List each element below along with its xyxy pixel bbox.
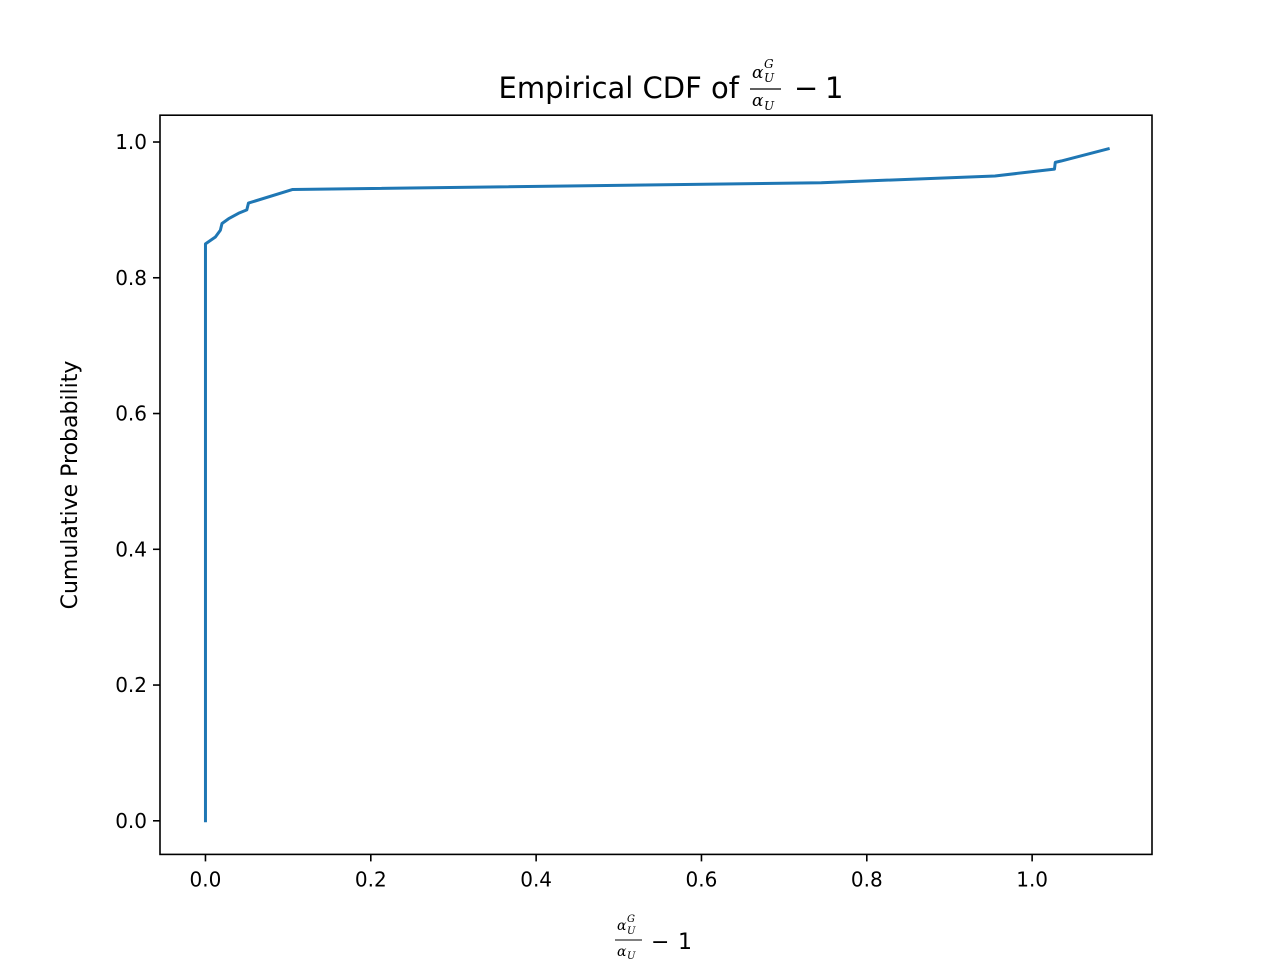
y-tick-label: 0.2	[115, 673, 147, 697]
x-axis-ticks: 0.0 0.2 0.4 0.6 0.8 1.0	[190, 854, 1048, 891]
x-tick-label: 1.0	[1016, 867, 1048, 891]
title-minus: −	[794, 71, 818, 105]
title-one: 1	[825, 71, 843, 105]
x-tick-label: 0.4	[520, 867, 552, 891]
x-label-numerator-base: α	[617, 918, 627, 934]
title-fraction-denominator-base: α	[752, 91, 764, 111]
title-fraction-numerator-subscript: U	[764, 71, 775, 85]
title-fraction-denominator-subscript: U	[764, 99, 775, 113]
x-label-denominator-base: α	[617, 944, 627, 960]
series-layer	[203, 146, 1111, 823]
y-tick-label: 0.8	[115, 266, 147, 290]
x-label-numerator-superscript: G	[627, 914, 635, 925]
x-label-denominator-subscript: U	[627, 951, 636, 960]
chart-title: Empirical CDF of α G U α U − 1	[499, 57, 844, 113]
title-fraction-numerator-base: α	[752, 63, 764, 83]
x-label-one: 1	[678, 930, 692, 955]
title-math-fraction: α G U α U	[750, 57, 781, 113]
chart-title-text: Empirical CDF of	[499, 71, 740, 105]
x-tick-label: 0.8	[851, 867, 883, 891]
y-tick-label: 1.0	[115, 130, 147, 154]
y-axis-label: Cumulative Probability	[58, 361, 83, 610]
y-tick-label: 0.6	[115, 402, 147, 426]
y-tick-label: 0.4	[115, 537, 147, 561]
plot-area-frame	[159, 114, 1153, 856]
x-axis-label: α G U α U − 1	[615, 914, 692, 960]
y-tick-label: 0.0	[115, 809, 147, 833]
x-label-minus: −	[651, 930, 669, 955]
cdf-series-line	[203, 146, 1111, 823]
x-tick-label: 0.0	[190, 867, 222, 891]
x-tick-label: 0.6	[686, 867, 718, 891]
x-label-numerator-subscript: U	[627, 926, 636, 937]
x-tick-label: 0.2	[355, 867, 387, 891]
y-axis-ticks: 0.0 0.2 0.4 0.6 0.8 1.0	[115, 130, 160, 833]
title-fraction-numerator-superscript: G	[764, 57, 774, 71]
